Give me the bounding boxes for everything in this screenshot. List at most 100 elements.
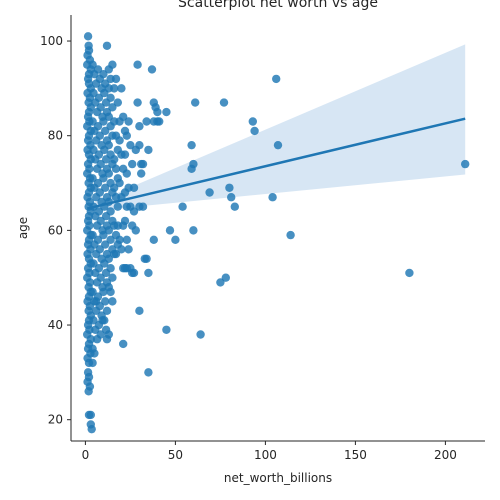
data-point: [110, 84, 119, 93]
y-tick-label: 100: [40, 34, 63, 48]
data-point: [83, 32, 93, 41]
data-point: [88, 174, 97, 183]
data-point: [93, 292, 103, 301]
data-point: [111, 74, 121, 84]
data-point: [216, 278, 225, 287]
data-point: [104, 140, 114, 150]
data-point: [94, 207, 104, 216]
data-point: [165, 226, 175, 235]
data-point: [94, 150, 104, 159]
data-point: [96, 216, 105, 226]
data-point: [189, 226, 198, 235]
data-point: [230, 202, 239, 211]
data-point: [96, 103, 105, 112]
data-point: [113, 98, 123, 107]
data-point: [88, 358, 97, 368]
data-point: [117, 245, 126, 254]
data-point: [96, 159, 105, 169]
data-point: [102, 306, 112, 316]
data-point: [133, 60, 142, 69]
data-point: [187, 140, 196, 150]
data-point: [88, 287, 97, 297]
data-point: [104, 226, 114, 235]
data-point: [142, 254, 151, 263]
data-point: [126, 140, 135, 150]
data-point: [95, 188, 105, 197]
data-point: [122, 131, 131, 140]
data-point: [162, 325, 171, 334]
data-point: [205, 188, 214, 197]
y-tick-label: 60: [48, 223, 63, 237]
data-point: [129, 183, 139, 192]
data-point: [144, 145, 153, 155]
data-point: [196, 330, 205, 339]
data-point: [191, 98, 200, 107]
data-point: [93, 178, 103, 188]
y-tick-label: 40: [48, 318, 63, 332]
x-tick-label: 0: [82, 448, 90, 462]
plot-area: [83, 32, 470, 434]
data-point: [162, 107, 171, 117]
data-point: [106, 264, 115, 273]
data-point: [106, 235, 115, 245]
data-point: [142, 117, 151, 126]
data-point: [129, 207, 139, 216]
data-point: [131, 226, 140, 235]
data-point: [138, 159, 148, 169]
data-point: [138, 202, 148, 211]
data-point: [106, 287, 115, 297]
data-point: [99, 174, 108, 183]
y-tick-label: 80: [48, 129, 63, 143]
x-tick-label: 50: [168, 448, 183, 462]
data-point: [113, 202, 123, 211]
axes: 0 50 100 150 200 20 40 60 80 100: [40, 15, 485, 462]
data-point: [119, 112, 128, 121]
data-point: [87, 424, 96, 434]
x-tick-label: 200: [434, 448, 457, 462]
data-point: [94, 93, 104, 103]
data-point: [89, 145, 98, 155]
data-point: [99, 230, 108, 240]
data-point: [104, 112, 114, 121]
data-point: [120, 216, 130, 226]
data-point: [84, 387, 93, 396]
data-point: [221, 273, 230, 282]
data-point: [147, 65, 157, 74]
data-point: [115, 136, 124, 145]
data-point: [115, 178, 124, 188]
data-point: [120, 150, 130, 159]
data-point: [93, 122, 103, 131]
data-point: [96, 330, 105, 339]
data-point: [225, 183, 234, 192]
data-point: [108, 297, 117, 306]
data-point: [153, 107, 162, 117]
data-point: [171, 235, 180, 245]
data-point: [108, 103, 117, 112]
data-point: [95, 131, 105, 140]
data-point: [133, 98, 142, 107]
data-point: [101, 126, 110, 136]
data-point: [101, 183, 110, 192]
x-tick-label: 150: [344, 448, 367, 462]
data-point: [250, 126, 259, 136]
data-point: [272, 74, 281, 84]
regression-line: [86, 117, 466, 210]
data-point: [227, 193, 236, 202]
data-point: [137, 169, 146, 178]
data-point: [111, 249, 121, 259]
data-point: [144, 368, 153, 377]
data-point: [122, 235, 131, 245]
data-point: [88, 117, 97, 126]
data-point: [100, 316, 109, 325]
x-tick-label: 100: [254, 448, 277, 462]
data-point: [96, 273, 105, 282]
data-point: [104, 169, 114, 178]
data-point: [124, 245, 133, 254]
data-point: [93, 65, 103, 74]
confidence-band: [87, 44, 466, 212]
data-point: [117, 84, 126, 93]
data-point: [104, 330, 114, 339]
data-point: [99, 69, 108, 79]
y-axis-label: age: [16, 217, 30, 239]
data-point: [155, 117, 164, 126]
